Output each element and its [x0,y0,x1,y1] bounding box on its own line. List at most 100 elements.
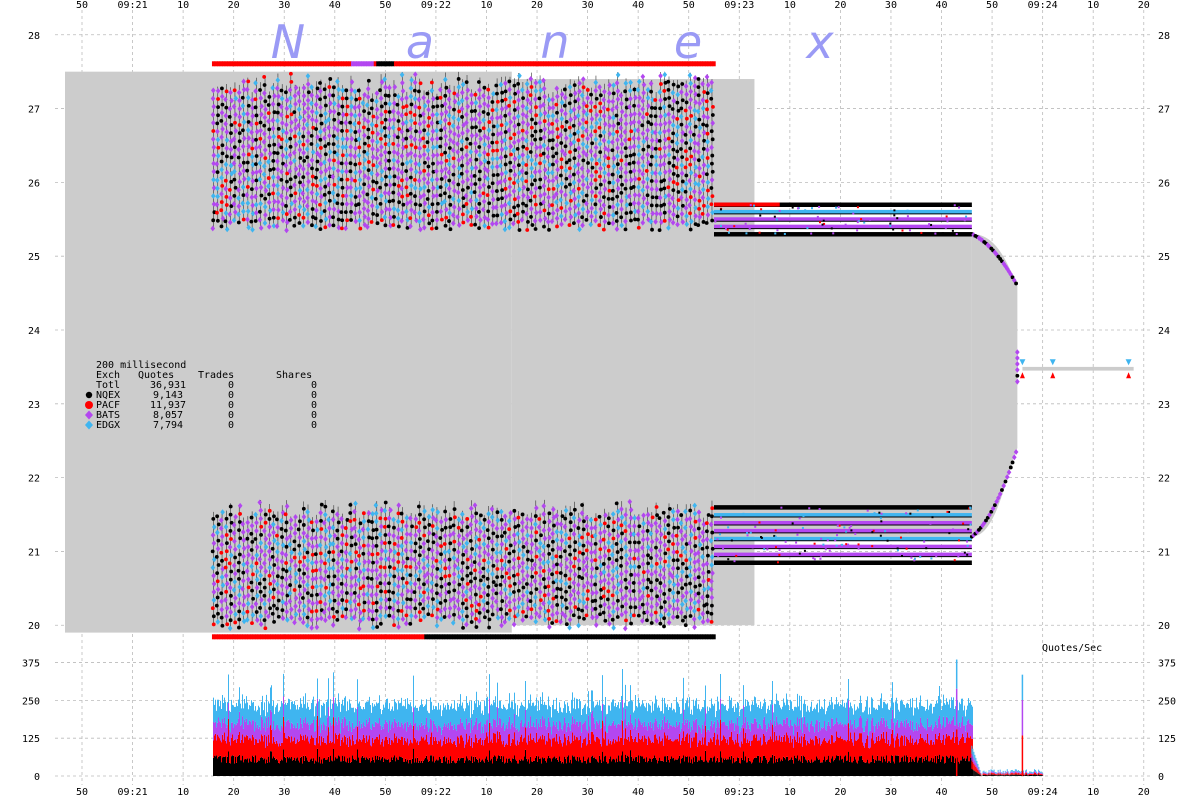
quote-marker [439,111,445,117]
quote-marker [413,549,418,554]
quote-marker [482,165,488,172]
quote-marker [662,169,668,176]
quote-marker [223,161,229,168]
quote-marker [688,596,694,603]
quote-marker [241,577,246,584]
quote-marker [629,129,634,134]
quote-marker [382,126,387,130]
quote-marker [392,525,396,530]
scatter-quote [816,215,819,218]
quote-marker [313,575,319,582]
quote-marker [314,175,318,180]
quote-marker [253,88,258,94]
quote-marker [267,143,272,148]
quote-marker [558,132,564,138]
ask-row [714,202,972,207]
quote-marker [409,77,414,83]
quote-marker [315,142,320,149]
quote-marker [229,520,234,525]
scatter-quote [783,232,786,235]
quote-marker [490,522,495,529]
quote-marker [378,565,383,569]
quote-marker [464,95,470,102]
quote-marker [512,155,518,162]
quote-marker [323,617,328,624]
quote-marker [618,133,624,139]
quote-marker [391,590,396,595]
quote-marker [370,98,374,103]
quote-marker [460,179,466,185]
quote-marker [370,130,375,135]
quote-marker [542,191,547,198]
quote-marker [352,121,357,127]
floor-quote [416,634,420,640]
quote-marker [309,92,314,99]
quote-marker [640,114,646,121]
quote-marker [435,567,440,571]
quote-marker [555,520,560,527]
quote-marker [344,168,349,175]
quote-marker [464,540,470,547]
quote-marker [322,209,327,213]
quote-marker [301,215,306,220]
quote-marker [315,150,320,157]
quote-marker [335,511,340,518]
quote-marker [356,136,362,143]
quote-marker [335,617,340,622]
quote-marker [396,93,401,100]
quote-marker [683,508,688,515]
quote-marker [601,113,607,119]
ceiling-quote [555,61,559,67]
quote-marker [640,171,645,177]
ceiling-quote [310,61,314,67]
quote-marker [495,213,500,218]
quote-marker [568,528,573,533]
quote-marker [293,595,299,602]
quote-marker [592,549,598,555]
quote-marker [293,215,297,220]
quote-marker [606,212,611,219]
quote-marker [521,209,525,214]
quote-marker [623,529,628,533]
quote-marker [396,119,401,123]
quote-marker [653,114,658,119]
quote-marker [284,138,290,144]
quote-marker [657,572,663,578]
floor-quote [512,634,516,640]
quote-marker [539,533,543,538]
quote-marker [408,134,414,140]
quote-marker [232,145,237,150]
quote-marker [285,186,290,193]
quote-marker [366,583,371,590]
quote-marker [662,592,667,596]
quote-marker [276,207,281,213]
quote-marker [456,165,462,172]
quote-marker [598,101,603,106]
quote-marker [618,579,624,586]
quote-marker [362,213,368,220]
quote-marker [695,141,701,147]
quote-marker [533,178,537,183]
floor-quote [378,634,383,640]
quote-marker [632,556,637,561]
quote-marker [512,540,518,547]
quote-marker [258,225,264,231]
quote-marker [513,525,518,529]
scatter-quote [948,532,951,535]
scatter-quote [931,516,934,519]
quote-marker [528,581,534,588]
quote-marker [404,580,409,585]
quote-marker [319,615,324,622]
quote-marker [532,602,538,609]
ceiling-quote [578,61,582,67]
quote-marker [305,170,311,177]
ceiling-quote [239,61,243,67]
quote-marker [653,520,658,527]
quote-marker [559,91,565,98]
quote-marker [662,144,668,151]
floor-quote [712,634,716,640]
quote-marker [590,614,595,621]
quote-marker [640,106,645,112]
quote-marker [593,202,598,207]
quote-marker [541,101,546,108]
